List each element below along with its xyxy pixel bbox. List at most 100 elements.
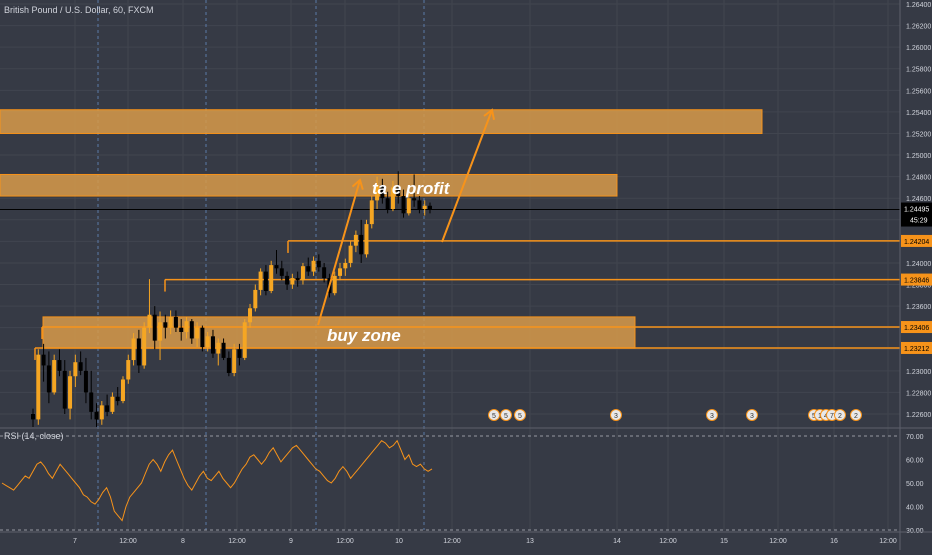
rsi-tick-label: 60.00	[906, 458, 924, 465]
candle-body	[163, 322, 168, 328]
candle-body	[105, 405, 110, 412]
time-tick-label: 12:00	[443, 538, 461, 545]
symbol-title: British Pound / U.S. Dollar, 60, FXCM	[4, 5, 154, 15]
candle-body	[322, 267, 327, 279]
event-marker-label: 7	[830, 413, 834, 420]
arrow-target-shaft	[441, 109, 493, 243]
arrows-group	[317, 108, 495, 326]
event-marker-label: 5	[812, 413, 816, 420]
rsi-title: RSI (14, close)	[4, 431, 64, 441]
candle-body	[31, 414, 35, 420]
price-tick-label: 1.23800	[906, 283, 931, 290]
price-tick-label: 1.25600	[906, 88, 931, 95]
countdown-text: 45:29	[910, 218, 928, 225]
candle-body	[205, 336, 210, 348]
candle-body	[41, 354, 46, 366]
take-profit-label: ta e profit	[372, 179, 451, 198]
candle-body	[332, 275, 337, 294]
time-tick-label: 7	[73, 538, 77, 545]
price-tick-label: 1.23000	[906, 369, 931, 376]
level-price-text: 1.23212	[904, 346, 929, 353]
candle-body	[406, 198, 411, 214]
level-price-tag	[901, 234, 932, 247]
candle-body	[306, 266, 311, 272]
price-tick-label: 1.22800	[906, 390, 931, 397]
time-tick-label: 8	[181, 538, 185, 545]
candle-body	[348, 245, 353, 263]
event-marker-label: 5	[504, 413, 508, 420]
candle-body	[73, 362, 78, 377]
price-tick-label: 1.25800	[906, 67, 931, 74]
price-tick-label: 1.22600	[906, 412, 931, 419]
price-tick-label: 1.24600	[906, 196, 931, 203]
event-marker	[850, 409, 862, 421]
candle-body	[46, 365, 51, 393]
candle-body	[173, 316, 178, 328]
candle-body	[274, 265, 279, 269]
level-price-text: 1.23406	[904, 325, 929, 332]
event-marker-label: 2	[838, 413, 842, 420]
time-tick-label: 13	[526, 538, 534, 545]
candle-body	[152, 314, 157, 341]
event-marker-label: 5	[518, 413, 522, 420]
candle-body	[184, 321, 189, 332]
level-price-tag	[901, 273, 932, 286]
arrow-buy-head	[351, 178, 364, 190]
candle-body	[269, 265, 274, 291]
candle-body	[253, 289, 258, 309]
candle-body	[316, 260, 321, 268]
price-tick-label: 1.26000	[906, 45, 931, 52]
level-price-text: 1.24204	[904, 239, 929, 246]
candle-body	[89, 392, 94, 412]
candle-body	[158, 322, 163, 341]
candle-body	[295, 278, 300, 281]
candle-body	[242, 322, 247, 358]
level-price-tag	[901, 321, 932, 334]
time-tick-label: 16	[830, 538, 838, 545]
event-marker-label: 2	[854, 413, 858, 420]
candle-body	[248, 308, 253, 323]
candle-body	[78, 362, 83, 371]
event-marker	[610, 409, 622, 421]
candle-body	[36, 354, 41, 420]
candle-body	[369, 200, 374, 225]
candle-body	[110, 396, 115, 412]
price-tick-label: 1.25400	[906, 110, 931, 117]
rsi-line	[1, 439, 433, 522]
candle-body	[428, 205, 432, 210]
candle-body	[417, 200, 422, 209]
event-marker-label: 3	[750, 413, 754, 420]
time-tick-label: 12:00	[659, 538, 677, 545]
candle-body	[290, 278, 295, 285]
time-tick-label: 14	[613, 538, 621, 545]
zones-group	[0, 109, 763, 349]
candle-body	[99, 405, 104, 420]
candle-body	[147, 314, 152, 328]
candle-body	[285, 275, 290, 285]
time-tick-label: 12:00	[119, 538, 137, 545]
rsi-tick-label: 50.00	[906, 481, 924, 488]
candle-body	[115, 396, 120, 402]
candle-body	[179, 327, 184, 332]
event-marker	[488, 409, 500, 421]
candle-body	[221, 342, 226, 358]
time-tick-label: 9	[289, 538, 293, 545]
candle-body	[142, 327, 147, 366]
candle-body	[380, 185, 385, 199]
buy-zone-label: buy zone	[327, 326, 401, 345]
candle-body	[385, 198, 390, 209]
event-marker-label: 1	[818, 413, 822, 420]
price-tick-label: 1.25200	[906, 131, 931, 138]
candle-body	[343, 262, 348, 269]
arrow-buy-shaft	[317, 179, 361, 326]
candle-body	[136, 338, 141, 366]
candle-body	[412, 198, 417, 201]
event-marker	[706, 409, 718, 421]
arrow-target-head	[483, 108, 495, 120]
candle-body	[353, 234, 358, 246]
candle-body	[62, 370, 67, 409]
event-marker	[514, 409, 526, 421]
candle-body	[396, 187, 401, 197]
candle-body	[232, 349, 237, 373]
